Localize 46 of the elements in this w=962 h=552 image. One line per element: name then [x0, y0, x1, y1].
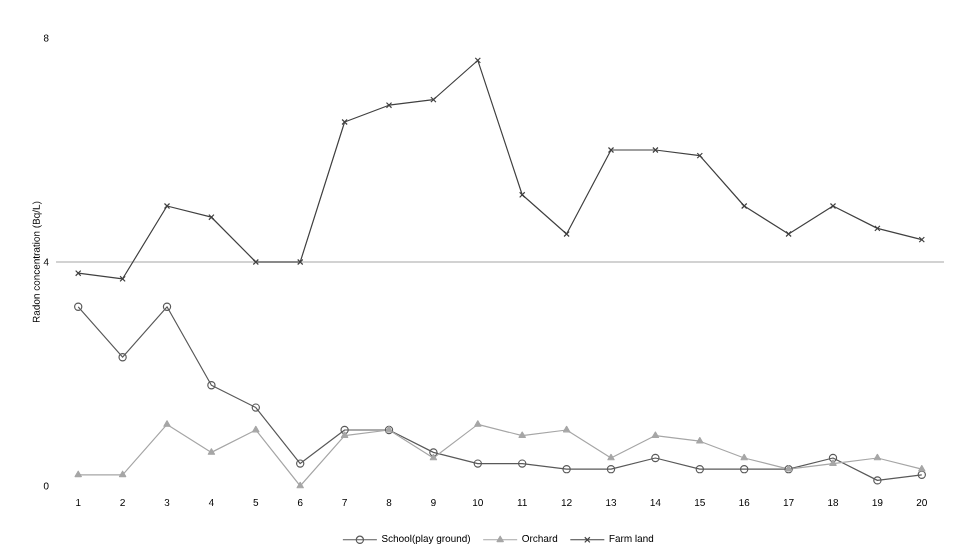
point	[562, 464, 571, 473]
point	[873, 453, 882, 460]
point	[207, 447, 216, 455]
point	[207, 380, 216, 389]
point	[429, 453, 438, 460]
point	[162, 302, 172, 311]
point	[829, 459, 837, 466]
point	[651, 431, 660, 438]
point	[296, 459, 305, 468]
point	[297, 258, 304, 265]
point	[651, 453, 660, 462]
point	[606, 464, 616, 473]
point	[741, 202, 748, 209]
point	[163, 419, 171, 427]
point	[429, 447, 438, 457]
point	[828, 453, 838, 462]
point	[873, 475, 882, 485]
point	[785, 230, 792, 237]
point	[918, 464, 926, 472]
point	[473, 459, 482, 468]
point	[340, 431, 349, 438]
point	[518, 459, 527, 468]
point	[740, 453, 748, 460]
point	[696, 436, 704, 444]
point	[340, 425, 349, 434]
point	[74, 470, 82, 477]
point	[562, 425, 571, 432]
point	[251, 403, 260, 412]
point	[252, 425, 260, 432]
point	[296, 481, 304, 488]
point	[385, 101, 393, 108]
point	[118, 352, 127, 361]
point	[341, 118, 348, 125]
point	[652, 146, 659, 153]
point	[208, 213, 215, 220]
point	[474, 419, 482, 427]
point	[118, 470, 127, 477]
point	[740, 464, 749, 473]
point	[695, 464, 704, 473]
point	[696, 152, 703, 159]
point	[607, 453, 615, 460]
point	[474, 56, 481, 64]
point	[518, 431, 526, 438]
point	[252, 258, 259, 265]
point	[563, 230, 570, 237]
point	[119, 275, 126, 282]
